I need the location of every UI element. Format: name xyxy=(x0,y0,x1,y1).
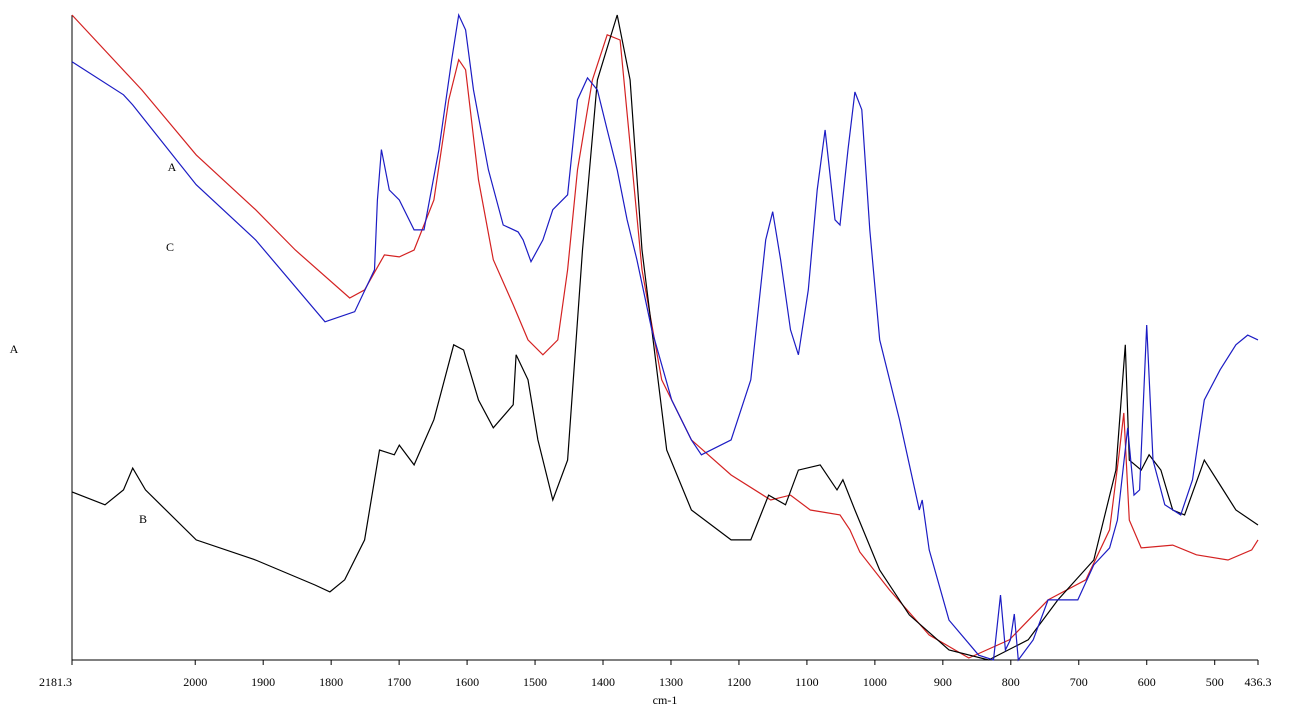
x-tick-label: 1000 xyxy=(863,675,887,689)
x-tick-label: 1400 xyxy=(591,675,615,689)
x-tick-label: 1700 xyxy=(387,675,411,689)
x-tick-label: 1900 xyxy=(251,675,275,689)
x-tick-label: 1200 xyxy=(727,675,751,689)
x-tick-label: 436.3 xyxy=(1245,675,1272,689)
x-tick-label: 2181.3 xyxy=(39,675,72,689)
x-tick-label: 800 xyxy=(1002,675,1020,689)
x-axis-label: cm-1 xyxy=(653,693,678,707)
series-label: C xyxy=(166,240,174,254)
x-tick-label: 1600 xyxy=(455,675,479,689)
y-axis-label: A xyxy=(10,342,19,356)
x-tick-label: 1100 xyxy=(795,675,819,689)
x-tick-label: 1800 xyxy=(319,675,343,689)
x-tick-label: 2000 xyxy=(183,675,207,689)
series-label: A xyxy=(168,160,177,174)
spectrum-line xyxy=(71,14,1259,661)
x-tick-label: 500 xyxy=(1206,675,1224,689)
x-tick-label: 700 xyxy=(1070,675,1088,689)
x-tick-label: 900 xyxy=(934,675,952,689)
x-tick-label: 1500 xyxy=(523,675,547,689)
spectrum-line xyxy=(71,12,1259,662)
series-label: B xyxy=(139,512,147,526)
spectrum-line xyxy=(71,14,1259,659)
x-tick-label: 600 xyxy=(1138,675,1156,689)
x-tick-label: 1300 xyxy=(659,675,683,689)
